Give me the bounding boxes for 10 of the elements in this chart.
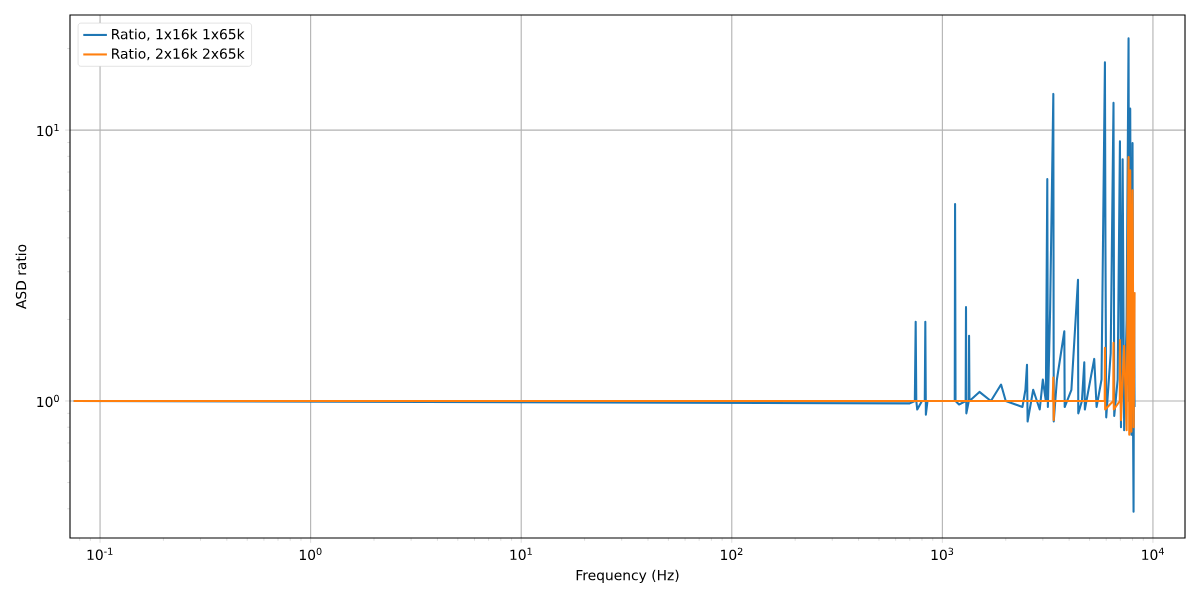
x-tick-label: 10$^{0}$ [299, 547, 322, 561]
x-tick-label: 10$^{3}$ [931, 547, 954, 561]
legend-label: Ratio, 2x16k 2x65k [112, 48, 245, 61]
x-tick-label: 10$^{2}$ [721, 547, 743, 561]
x-axis-title: Frequency (Hz) [576, 569, 679, 584]
x-tick-label: 10$^{4}$ [1142, 547, 1164, 560]
legend-label: Ratio, 1x16k 1x65k [112, 28, 245, 41]
x-tick-label: 10$^{1}$ [510, 547, 532, 560]
y-axis-title: ASD ratio [15, 244, 27, 309]
x-tick-label: 10$^{-1}$ [87, 547, 113, 560]
